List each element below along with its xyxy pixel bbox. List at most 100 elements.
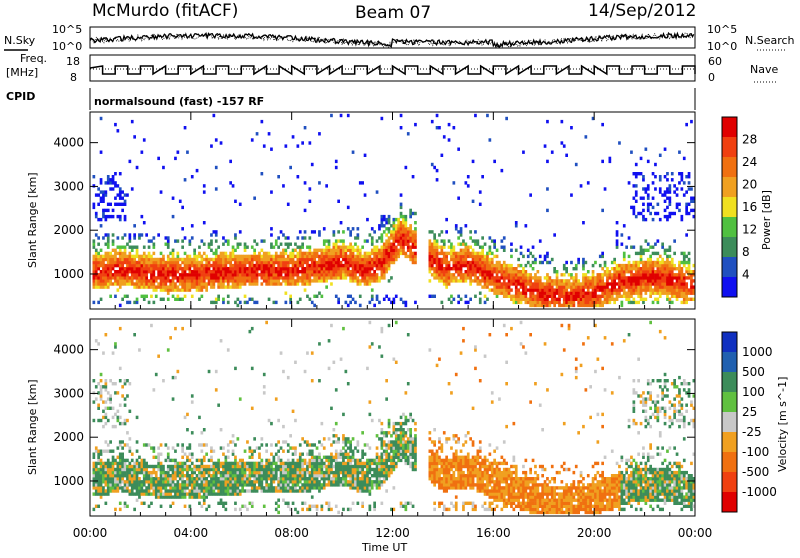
heatmap-cell bbox=[105, 255, 108, 258]
heatmap-cell bbox=[193, 276, 196, 279]
heatmap-cell bbox=[498, 267, 501, 270]
heatmap-cell bbox=[301, 502, 304, 505]
heatmap-cell bbox=[258, 267, 261, 270]
heatmap-cell bbox=[263, 261, 266, 264]
heatmap-cell bbox=[582, 258, 585, 261]
heatmap-cell bbox=[145, 255, 148, 258]
heatmap-cell bbox=[256, 258, 259, 261]
heatmap-cell bbox=[539, 255, 542, 258]
heatmap-cell bbox=[177, 492, 180, 495]
heatmap-cell bbox=[251, 270, 254, 273]
heatmap-cell bbox=[177, 370, 180, 373]
heatmap-cell bbox=[496, 267, 499, 270]
heatmap-cell bbox=[282, 440, 285, 443]
heatmap-cell bbox=[100, 379, 103, 382]
heatmap-cell bbox=[306, 273, 309, 276]
heatmap-cell bbox=[133, 273, 136, 276]
heatmap-cell bbox=[256, 486, 259, 489]
heatmap-cell bbox=[395, 233, 398, 236]
heatmap-cell bbox=[107, 273, 110, 276]
heatmap-cell bbox=[148, 465, 151, 468]
heatmap-cell bbox=[366, 264, 369, 267]
heatmap-cell bbox=[381, 224, 384, 227]
heatmap-cell bbox=[537, 270, 540, 273]
heatmap-cell bbox=[472, 261, 475, 264]
heatmap-cell bbox=[229, 264, 232, 267]
heatmap-cell bbox=[551, 292, 554, 295]
heatmap-cell bbox=[220, 471, 223, 474]
heatmap-cell bbox=[215, 233, 218, 236]
heatmap-cell bbox=[556, 298, 559, 301]
heatmap-cell bbox=[352, 151, 355, 154]
heatmap-cell bbox=[297, 246, 300, 249]
heatmap-cell bbox=[119, 502, 122, 505]
heatmap-cell bbox=[486, 298, 489, 301]
heatmap-cell bbox=[311, 443, 314, 446]
heatmap-cell bbox=[145, 443, 148, 446]
heatmap-cell bbox=[337, 298, 340, 301]
heatmap-cell bbox=[306, 252, 309, 255]
heatmap-cell bbox=[179, 288, 182, 291]
heatmap-cell bbox=[455, 255, 458, 258]
heatmap-cell bbox=[213, 450, 216, 453]
heatmap-cell bbox=[172, 270, 175, 273]
heatmap-cell bbox=[664, 279, 667, 282]
heatmap-cell bbox=[145, 477, 148, 480]
heatmap-cell bbox=[685, 255, 688, 258]
heatmap-cell bbox=[191, 431, 194, 434]
heatmap-cell bbox=[611, 298, 614, 301]
heatmap-cell bbox=[688, 292, 691, 295]
heatmap-cell bbox=[357, 270, 360, 273]
heatmap-cell bbox=[357, 246, 360, 249]
heatmap-cell bbox=[606, 282, 609, 285]
heatmap-cell bbox=[133, 285, 136, 288]
heatmap-cell bbox=[232, 249, 235, 252]
heatmap-cell bbox=[505, 282, 508, 285]
heatmap-cell bbox=[153, 267, 156, 270]
heatmap-cell bbox=[179, 495, 182, 498]
heatmap-cell bbox=[97, 243, 100, 246]
heatmap-cell bbox=[203, 258, 206, 261]
heatmap-cell bbox=[229, 480, 232, 483]
heatmap-cell bbox=[280, 252, 283, 255]
heatmap-cell bbox=[460, 230, 463, 233]
heatmap-cell bbox=[244, 264, 247, 267]
heatmap-cell bbox=[364, 255, 367, 258]
heatmap-cell bbox=[189, 288, 192, 291]
heatmap-cell bbox=[321, 471, 324, 474]
heatmap-cell bbox=[196, 474, 199, 477]
heatmap-cell bbox=[529, 285, 532, 288]
heatmap-cell bbox=[213, 270, 216, 273]
heatmap-cell bbox=[112, 267, 115, 270]
heatmap-cell bbox=[330, 114, 333, 117]
colorbar-swatch bbox=[722, 197, 737, 218]
heatmap-cell bbox=[551, 151, 554, 154]
heatmap-cell bbox=[275, 486, 278, 489]
heatmap-cell bbox=[664, 175, 667, 178]
heatmap-cell bbox=[678, 295, 681, 298]
heatmap-cell bbox=[141, 471, 144, 474]
heatmap-cell bbox=[265, 276, 268, 279]
heatmap-cell bbox=[481, 236, 484, 239]
heatmap-cell bbox=[97, 252, 100, 255]
heatmap-cell bbox=[193, 279, 196, 282]
heatmap-cell bbox=[150, 324, 153, 327]
heatmap-cell bbox=[457, 261, 460, 264]
heatmap-cell bbox=[484, 282, 487, 285]
heatmap-cell bbox=[126, 301, 129, 304]
heatmap-cell bbox=[275, 465, 278, 468]
heatmap-cell bbox=[129, 282, 132, 285]
heatmap-cell bbox=[354, 243, 357, 246]
heatmap-cell bbox=[373, 270, 376, 273]
heatmap-cell bbox=[239, 258, 242, 261]
heatmap-cell bbox=[97, 450, 100, 453]
heatmap-cell bbox=[297, 489, 300, 492]
heatmap-cell bbox=[287, 255, 290, 258]
heatmap-cell bbox=[169, 336, 172, 339]
heatmap-cell bbox=[657, 292, 660, 295]
heatmap-cell bbox=[652, 181, 655, 184]
heatmap-cell bbox=[383, 246, 386, 249]
heatmap-cell bbox=[474, 295, 477, 298]
heatmap-cell bbox=[143, 285, 146, 288]
heatmap-cell bbox=[107, 282, 110, 285]
